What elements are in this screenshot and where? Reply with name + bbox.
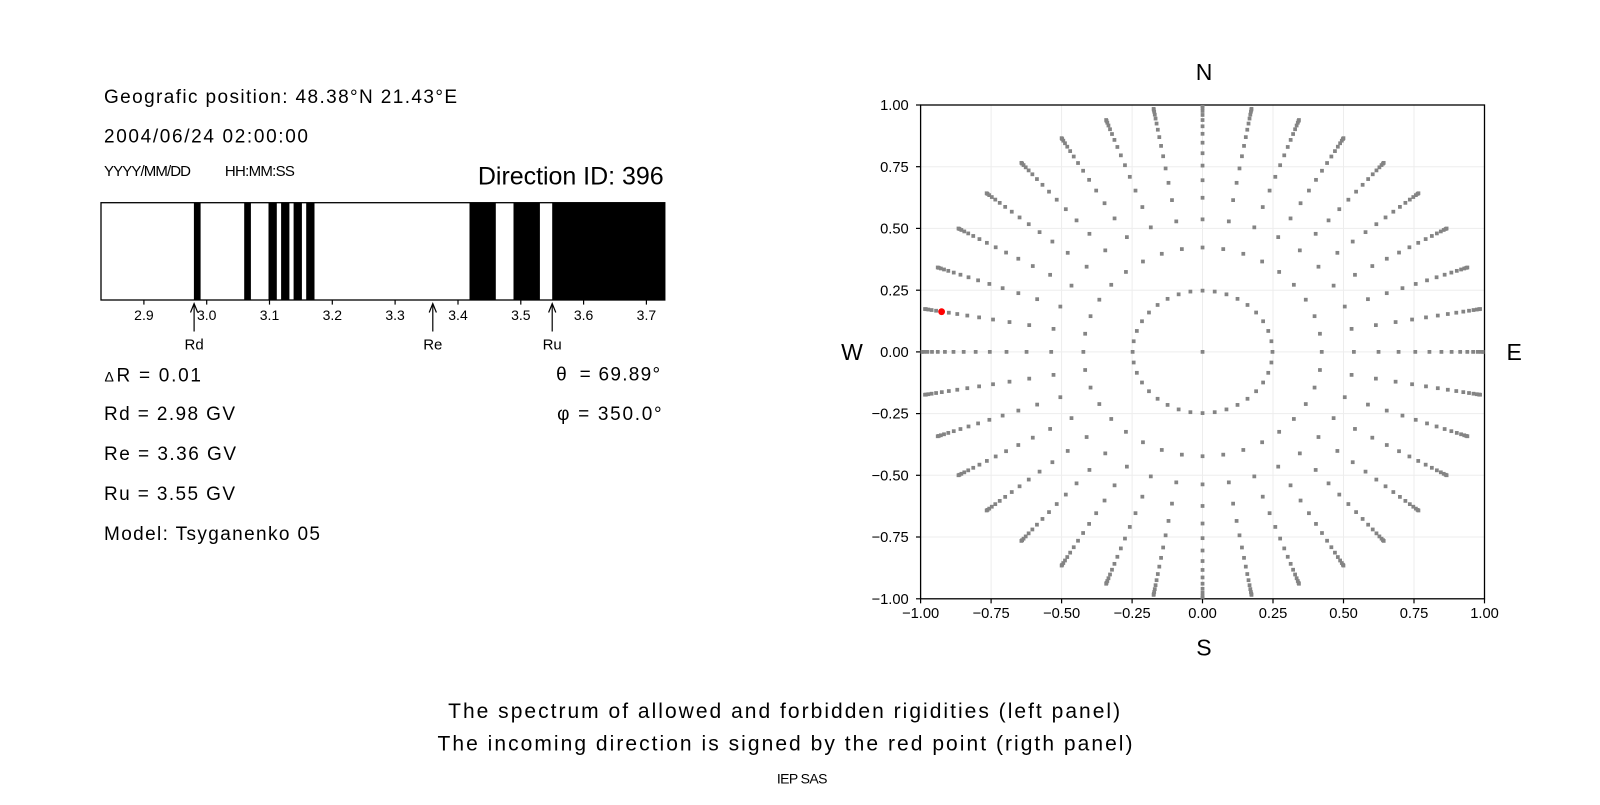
svg-text:Rd = 2.98 GV: Rd = 2.98 GV <box>104 404 235 425</box>
svg-text:N: N <box>1196 59 1213 85</box>
svg-text:YYYY/MM/DD: YYYY/MM/DD <box>104 163 191 180</box>
svg-text:Ru = 3.55 GV: Ru = 3.55 GV <box>104 484 235 505</box>
svg-text:The incoming direction is sign: The incoming direction is signed by the … <box>438 733 1133 756</box>
svg-text:0.25: 0.25 <box>880 283 909 299</box>
svg-text:IEP SAS: IEP SAS <box>777 771 828 787</box>
svg-text:0.50: 0.50 <box>1329 606 1358 622</box>
svg-text:R = 0.01: R = 0.01 <box>117 365 202 386</box>
svg-text:−0.50: −0.50 <box>1043 606 1080 622</box>
svg-text:3.2: 3.2 <box>323 307 343 323</box>
svg-text:2.9: 2.9 <box>134 307 154 323</box>
svg-text:Direction ID: 396: Direction ID: 396 <box>478 162 664 190</box>
svg-text:−0.75: −0.75 <box>973 606 1010 622</box>
svg-text:3.5: 3.5 <box>511 307 531 323</box>
svg-text:3.1: 3.1 <box>260 307 280 323</box>
svg-text:HH:MM:SS: HH:MM:SS <box>225 163 295 180</box>
svg-text:3.4: 3.4 <box>448 307 468 323</box>
svg-text:3.7: 3.7 <box>637 307 657 323</box>
svg-text:−0.25: −0.25 <box>872 407 909 423</box>
svg-text:0.00: 0.00 <box>1188 606 1217 622</box>
svg-text:Model: Tsyganenko 05: Model: Tsyganenko 05 <box>104 524 320 545</box>
svg-text:−0.75: −0.75 <box>872 530 909 546</box>
svg-text:−1.00: −1.00 <box>902 606 939 622</box>
svg-text:3.3: 3.3 <box>385 307 405 323</box>
svg-text:Rd: Rd <box>185 337 204 354</box>
svg-text:2004/06/24 02:00:00: 2004/06/24 02:00:00 <box>104 127 308 148</box>
svg-text:Re: Re <box>423 337 442 354</box>
svg-text:3.0: 3.0 <box>197 307 217 323</box>
svg-text:3.6: 3.6 <box>574 307 594 323</box>
svg-text:E: E <box>1507 339 1522 365</box>
svg-text:Δ: Δ <box>105 368 114 384</box>
svg-text:−1.00: −1.00 <box>872 592 909 608</box>
svg-text:−0.25: −0.25 <box>1114 606 1151 622</box>
svg-text:Re = 3.36 GV: Re = 3.36 GV <box>104 444 236 465</box>
svg-text:S: S <box>1196 634 1211 660</box>
svg-text:Ru: Ru <box>543 337 562 354</box>
svg-text:1.00: 1.00 <box>1470 606 1499 622</box>
svg-text:φ = 350.0°: φ = 350.0° <box>557 404 662 425</box>
svg-text:The spectrum of allowed and fo: The spectrum of allowed and forbidden ri… <box>448 700 1120 723</box>
svg-text:1.00: 1.00 <box>880 98 909 114</box>
svg-text:0.25: 0.25 <box>1259 606 1288 622</box>
svg-text:θ = 69.89°: θ = 69.89° <box>556 364 660 385</box>
svg-text:0.75: 0.75 <box>1400 606 1429 622</box>
svg-text:Geografic position: 48.38°N 21: Geografic position: 48.38°N 21.43°E <box>104 87 457 108</box>
svg-text:W: W <box>841 339 863 365</box>
svg-text:0.75: 0.75 <box>880 160 909 176</box>
svg-text:0.50: 0.50 <box>880 222 909 238</box>
svg-text:0.00: 0.00 <box>880 345 909 361</box>
svg-text:−0.50: −0.50 <box>872 468 909 484</box>
